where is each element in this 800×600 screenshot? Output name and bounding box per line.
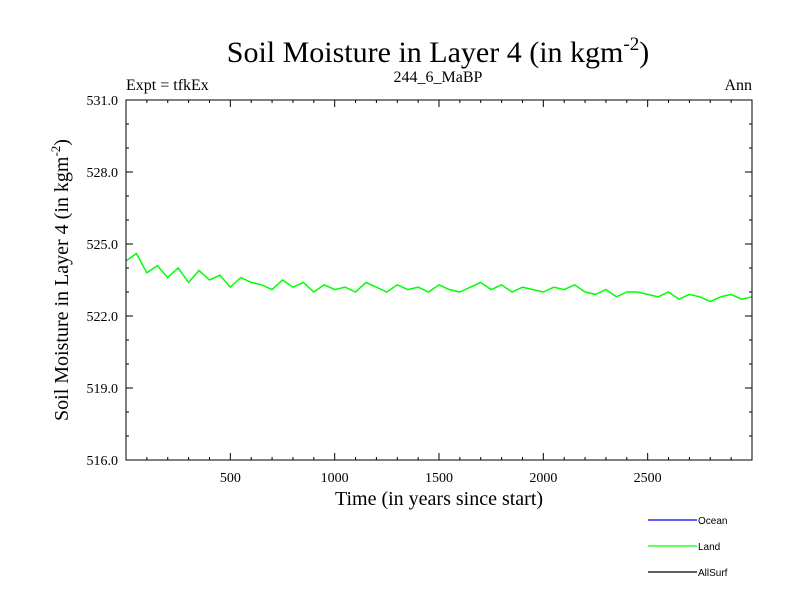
- y-axis-title-superscript: -2: [48, 146, 63, 157]
- series-line-land: [125, 252, 753, 303]
- x-tick-label: 1500: [425, 471, 453, 486]
- chart-title-superscript: -2: [623, 34, 639, 55]
- x-tick-label: 2500: [634, 471, 662, 486]
- plot-frame: [125, 99, 753, 461]
- chart-title-suffix: ): [639, 36, 649, 69]
- chart-title: Soil Moisture in Layer 4 (in kgm-2): [227, 34, 649, 69]
- legend-label-ocean: Ocean: [698, 516, 727, 527]
- y-axis-title: Soil Moisture in Layer 4 (in kgm-2): [48, 139, 73, 421]
- y-tick-label: 516.0: [87, 454, 119, 469]
- y-tick-label: 525.0: [87, 238, 119, 253]
- x-tick-label: 500: [220, 471, 241, 486]
- tick-layer: 500 1000 1500 2000 2500 516.0 519.0 522.0 525.0 5…: [87, 94, 752, 486]
- subtitle-center: 244_6_MaBP: [394, 69, 483, 86]
- series-layer: [125, 252, 753, 303]
- x-tick-label: 1000: [321, 471, 349, 486]
- legend: Ocean Land AllSurf: [648, 516, 728, 579]
- y-tick-label: 519.0: [87, 382, 119, 397]
- subtitle-right: Ann: [724, 77, 752, 94]
- plot-area: 500 1000 1500 2000 2500 516.0 519.0 522.0 525.0 5…: [87, 94, 753, 486]
- y-tick-label: 528.0: [87, 166, 119, 181]
- subtitle-left: Expt = tfkEx: [126, 77, 209, 94]
- x-tick-label: 2000: [529, 471, 557, 486]
- y-axis-title-suffix: ): [51, 139, 73, 146]
- legend-label-allsurf: AllSurf: [698, 568, 728, 579]
- y-tick-label: 522.0: [87, 310, 119, 325]
- y-tick-label: 531.0: [87, 94, 119, 109]
- x-axis-title: Time (in years since start): [335, 488, 543, 510]
- legend-label-land: Land: [698, 542, 720, 553]
